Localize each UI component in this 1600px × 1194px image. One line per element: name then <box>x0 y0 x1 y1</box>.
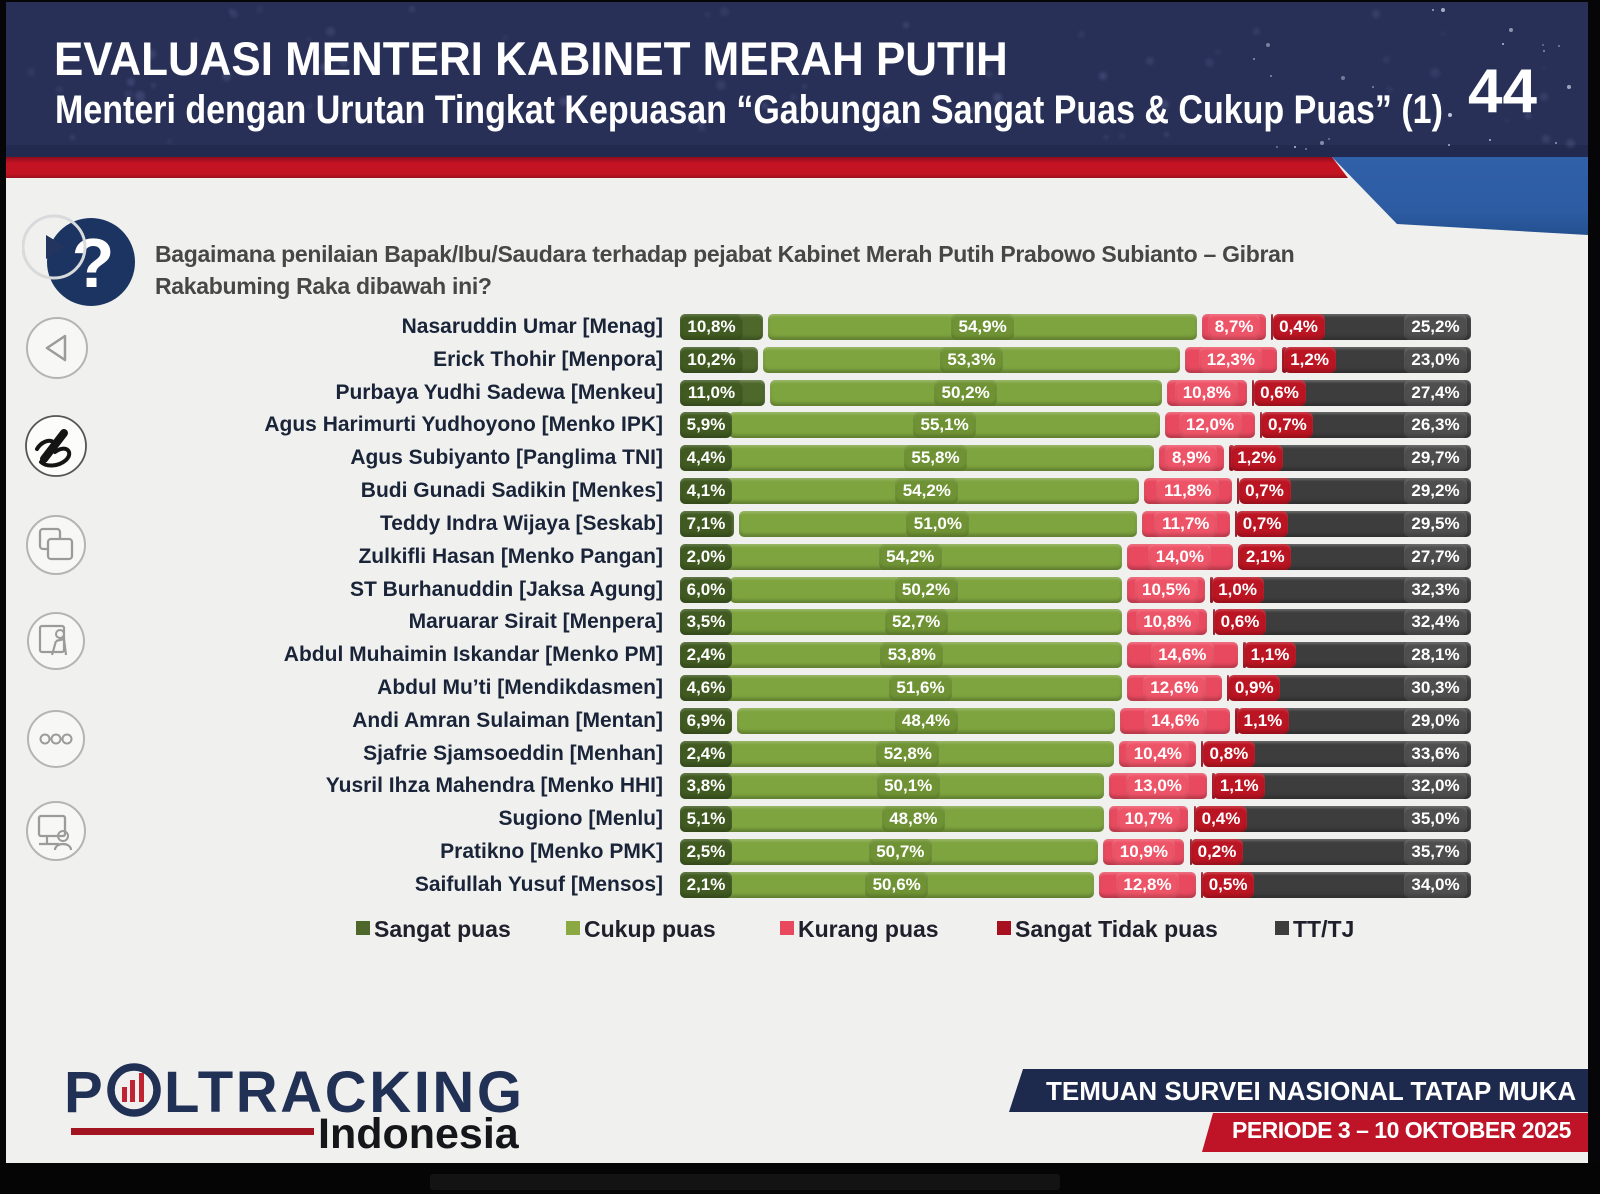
svg-text:Indonesia: Indonesia <box>318 1110 520 1158</box>
svg-text:P: P <box>64 1060 105 1125</box>
svg-text:LTRACKING: LTRACKING <box>164 1060 525 1125</box>
svg-text:?: ? <box>72 224 115 302</box>
